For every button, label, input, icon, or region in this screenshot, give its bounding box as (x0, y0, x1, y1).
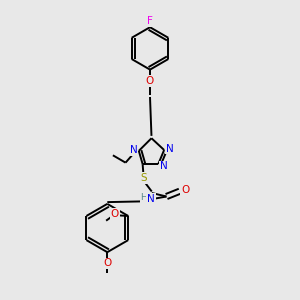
Text: O: O (181, 185, 189, 195)
Text: N: N (147, 194, 155, 204)
Text: N: N (130, 145, 137, 155)
Text: N: N (160, 161, 167, 172)
Text: F: F (147, 16, 153, 26)
Text: O: O (146, 76, 154, 86)
Text: N: N (166, 143, 174, 154)
Text: O: O (103, 258, 111, 268)
Text: S: S (140, 173, 147, 183)
Text: H: H (141, 193, 147, 202)
Text: O: O (111, 209, 119, 219)
